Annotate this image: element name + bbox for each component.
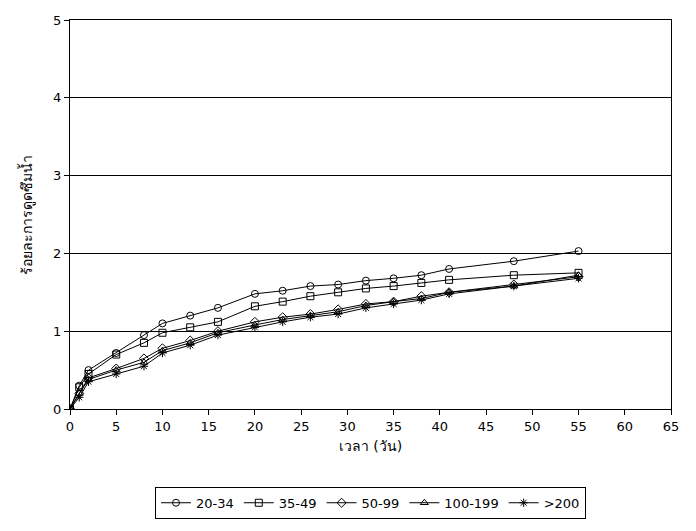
svg-text:ร้อยละการดูดซึมน้ำ: ร้อยละการดูดซึมน้ำ	[17, 155, 36, 275]
svg-text:15: 15	[200, 419, 217, 434]
svg-text:35: 35	[385, 419, 402, 434]
svg-text:60: 60	[616, 419, 633, 434]
svg-text:35-49: 35-49	[279, 496, 317, 511]
svg-text:50: 50	[524, 419, 541, 434]
svg-text:>200: >200	[544, 496, 580, 511]
svg-text:10: 10	[154, 419, 171, 434]
svg-text:20: 20	[247, 419, 264, 434]
svg-text:20-34: 20-34	[196, 496, 234, 511]
svg-text:5: 5	[53, 13, 61, 28]
svg-text:1: 1	[53, 324, 61, 339]
svg-text:100-199: 100-199	[444, 496, 498, 511]
svg-text:4: 4	[53, 90, 61, 105]
svg-text:2: 2	[53, 246, 61, 261]
svg-text:5: 5	[112, 419, 120, 434]
svg-text:3: 3	[53, 168, 61, 183]
svg-text:0: 0	[66, 419, 74, 434]
svg-text:55: 55	[570, 419, 587, 434]
svg-text:45: 45	[478, 419, 495, 434]
svg-text:30: 30	[339, 419, 356, 434]
svg-text:40: 40	[432, 419, 449, 434]
svg-text:50-99: 50-99	[362, 496, 400, 511]
svg-text:25: 25	[293, 419, 310, 434]
svg-text:เวลา (วัน): เวลา (วัน)	[339, 438, 402, 454]
svg-text:0: 0	[53, 402, 61, 417]
svg-text:65: 65	[663, 419, 680, 434]
